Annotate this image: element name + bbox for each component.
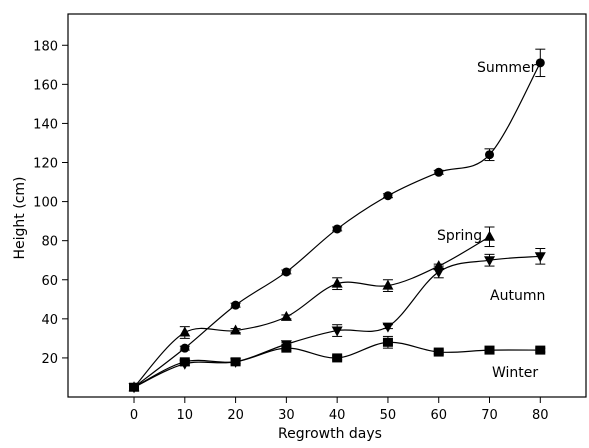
x-axis-title: Regrowth days <box>278 426 382 442</box>
y-tick-label: 80 <box>41 235 58 250</box>
summer-point <box>485 150 495 160</box>
spring-point <box>179 326 191 337</box>
summer-series <box>129 48 546 392</box>
x-tick-label: 10 <box>177 408 194 423</box>
y-tick-label: 100 <box>33 196 58 211</box>
winter-point <box>484 345 495 355</box>
y-tick-label: 160 <box>33 78 58 93</box>
y-tick-label: 140 <box>33 117 58 132</box>
autumn-series <box>128 247 546 394</box>
spring-point <box>484 230 496 241</box>
x-tick-label: 40 <box>329 408 346 423</box>
x-tick-label: 70 <box>481 408 498 423</box>
y-tick-label: 40 <box>41 313 58 328</box>
series-layer <box>128 48 546 394</box>
summer-point <box>434 167 444 177</box>
summer-point <box>180 343 190 353</box>
winter-point <box>382 337 393 347</box>
summer-point <box>281 267 291 277</box>
axes: 0 10 20 30 40 50 60 70 80 20 40 60 80 100 120 140 160 180 <box>33 13 587 423</box>
spring-point <box>230 324 242 335</box>
autumn-line <box>133 255 541 388</box>
winter-point <box>281 343 292 353</box>
autumn-point <box>331 326 343 337</box>
winter-point <box>179 357 190 367</box>
winter-point <box>433 347 444 357</box>
spring-point <box>382 279 394 290</box>
winter-point <box>129 382 140 392</box>
autumn-point <box>433 267 445 278</box>
summer-point <box>383 191 393 201</box>
spring-label: Spring <box>437 228 482 244</box>
autumn-label: Autumn <box>490 288 545 304</box>
winter-point <box>535 345 546 355</box>
x-tick-label: 30 <box>278 408 295 423</box>
autumn-point <box>382 322 394 333</box>
x-tick-label: 20 <box>227 408 244 423</box>
winter-point <box>332 353 343 363</box>
summer-point <box>231 300 241 310</box>
winter-point <box>230 357 241 367</box>
y-tick-label: 20 <box>41 352 58 367</box>
y-tick-label: 60 <box>41 274 58 289</box>
x-tick-label: 60 <box>430 408 447 423</box>
x-tick-label: 50 <box>380 408 397 423</box>
x-tick-label: 0 <box>130 408 138 423</box>
summer-point <box>535 58 545 68</box>
winter-line <box>133 341 541 388</box>
y-tick-label: 120 <box>33 157 58 172</box>
y-axis-title: Height (cm) <box>12 177 28 260</box>
labels-layer: Summer Spring Autumn Winter <box>437 60 545 381</box>
x-tick-label: 80 <box>532 408 549 423</box>
autumn-point <box>534 252 546 263</box>
plot-frame <box>67 13 587 398</box>
autumn-point <box>484 256 496 267</box>
winter-label: Winter <box>492 365 538 381</box>
summer-point <box>332 224 342 234</box>
y-tick-label: 180 <box>33 39 58 54</box>
spring-point <box>280 310 292 321</box>
spring-series <box>128 226 496 392</box>
winter-series <box>129 335 546 392</box>
spring-point <box>433 260 445 271</box>
spring-point <box>331 277 343 288</box>
summer-label: Summer <box>477 60 537 76</box>
